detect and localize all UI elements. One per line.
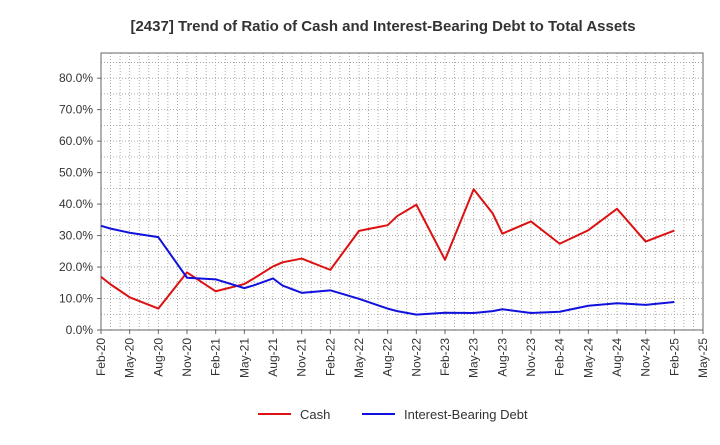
x-axis: Feb-20 May-20 Aug-20 Nov-20 Feb-21 May-21 Aug-… [94,330,710,378]
x-tick-label: May-24 [581,338,595,378]
x-tick-label: Feb-25 [667,338,681,376]
x-tick-label: Aug-21 [266,338,280,377]
x-tick-label: Nov-23 [524,338,538,377]
legend-label-interest-bearing-debt: Interest-Bearing Debt [404,407,528,422]
x-tick-label: Aug-24 [610,338,624,377]
y-axis: 0.0% 10.0% 20.0% 30.0% 40.0% 50.0% 60.0% 70.0% 8… [59,71,101,337]
x-tick-label: Nov-21 [295,338,309,377]
y-tick-label: 10.0% [59,292,93,306]
chart-title: [2437] Trend of Ratio of Cash and Intere… [130,18,635,35]
x-tick-label: Nov-24 [639,338,653,377]
y-tick-label: 50.0% [59,166,93,180]
x-tick-label: Nov-20 [180,338,194,377]
legend-label-cash: Cash [300,407,330,422]
x-tick-label: May-23 [467,338,481,378]
x-tick-label: May-25 [696,338,710,378]
x-tick-label: Feb-20 [94,338,108,376]
x-tick-label: Nov-22 [409,338,423,377]
series-line-interest-bearing-debt [100,224,675,316]
grid-layer [100,53,704,331]
y-tick-label: 80.0% [59,71,93,85]
x-tick-label: Feb-24 [553,338,567,376]
legend: Cash Interest-Bearing Debt [258,407,528,422]
y-tick-label: 20.0% [59,260,93,274]
y-tick-label: 0.0% [66,323,94,337]
y-tick-label: 70.0% [59,103,93,117]
x-tick-label: Feb-21 [209,338,223,376]
x-tick-label: Aug-22 [381,338,395,377]
y-tick-label: 40.0% [59,197,93,211]
x-tick-label: Feb-22 [323,338,337,376]
x-tick-label: Aug-23 [495,338,509,377]
series-layer [100,188,675,316]
x-tick-label: Aug-20 [151,338,165,377]
x-tick-label: Feb-23 [438,338,452,376]
y-tick-label: 60.0% [59,134,93,148]
x-tick-label: May-21 [237,338,251,378]
y-tick-label: 30.0% [59,229,93,243]
x-tick-label: May-22 [352,338,366,378]
plot-frame [100,52,704,331]
x-tick-label: May-20 [123,338,137,378]
